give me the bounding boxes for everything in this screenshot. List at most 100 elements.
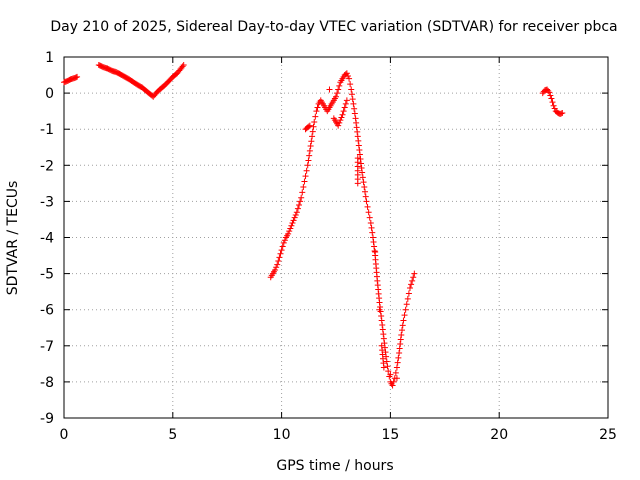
data-point — [340, 108, 347, 115]
data-point — [393, 364, 400, 371]
data-point — [179, 63, 186, 70]
data-point — [384, 363, 391, 370]
data-point — [408, 281, 415, 288]
data-point — [353, 124, 360, 131]
data-point — [312, 113, 319, 120]
data-point — [376, 299, 383, 306]
data-point — [356, 146, 363, 153]
y-tick-label: -9 — [40, 411, 54, 427]
data-point — [279, 243, 286, 250]
data-point — [405, 290, 412, 297]
data-point — [308, 138, 315, 145]
data-point — [285, 230, 292, 237]
data-point — [273, 264, 280, 271]
data-point — [381, 344, 388, 351]
data-point — [275, 257, 282, 264]
data-point — [272, 266, 279, 273]
data-point — [74, 73, 81, 80]
data-point — [311, 118, 318, 125]
data-point — [300, 183, 307, 190]
data-point — [399, 322, 406, 329]
data-point — [349, 96, 356, 103]
data-point — [305, 123, 312, 130]
data-point — [399, 327, 406, 334]
data-point — [410, 274, 417, 281]
data-point — [371, 243, 378, 250]
data-point — [377, 303, 384, 310]
data-point — [337, 117, 344, 124]
data-point — [293, 209, 300, 216]
data-point — [359, 169, 366, 176]
data-point — [276, 254, 283, 261]
data-series-segment — [61, 73, 81, 86]
data-point — [289, 220, 296, 227]
data-point — [296, 202, 303, 209]
x-tick-label: 20 — [490, 427, 508, 443]
data-point — [381, 340, 388, 347]
data-point — [402, 306, 409, 313]
data-point — [294, 205, 301, 212]
data-point — [306, 122, 313, 129]
data-point — [302, 173, 309, 180]
data-point — [336, 82, 343, 89]
data-point — [351, 105, 358, 112]
y-tick-label: -2 — [40, 158, 54, 174]
data-point — [378, 313, 385, 320]
data-point — [396, 350, 403, 357]
data-point — [354, 128, 361, 135]
data-series-segment — [267, 70, 418, 389]
data-point — [354, 180, 361, 187]
data-point — [341, 104, 348, 111]
data-point — [353, 119, 360, 126]
data-point — [380, 331, 387, 338]
data-point — [364, 203, 371, 210]
data-point — [371, 248, 378, 255]
data-point — [313, 108, 320, 115]
x-tick-label: 25 — [599, 427, 617, 443]
data-point — [378, 317, 385, 324]
data-point — [355, 142, 362, 149]
data-point — [546, 89, 553, 96]
data-point — [401, 312, 408, 319]
data-point — [299, 189, 306, 196]
data-point — [559, 109, 566, 116]
data-point — [291, 214, 298, 221]
data-point — [306, 147, 313, 154]
data-point — [351, 110, 358, 117]
data-point — [367, 220, 374, 227]
data-point — [333, 93, 339, 100]
data-point — [305, 157, 312, 164]
data-point — [545, 87, 552, 94]
data-point — [369, 229, 376, 236]
data-point — [356, 151, 363, 158]
data-point — [366, 214, 373, 221]
y-axis-label: SDTVAR / TECUs — [5, 181, 21, 296]
y-tick-label: -3 — [40, 194, 54, 210]
x-tick-label: 10 — [273, 427, 291, 443]
data-point — [376, 306, 383, 313]
data-point — [278, 247, 285, 254]
data-point — [343, 97, 350, 104]
data-point — [298, 194, 305, 201]
data-point — [379, 322, 386, 329]
data-point — [335, 86, 342, 93]
x-tick-label: 15 — [381, 427, 399, 443]
data-point — [348, 91, 355, 98]
data-point — [363, 198, 370, 205]
data-point — [355, 137, 362, 144]
data-point — [390, 378, 397, 385]
data-point — [354, 133, 361, 140]
data-series-segment — [539, 86, 566, 118]
data-point — [369, 234, 376, 241]
data-point — [346, 75, 353, 82]
data-point — [409, 277, 416, 284]
data-point — [352, 115, 359, 122]
data-point — [277, 250, 284, 257]
data-point — [358, 160, 365, 167]
data-point — [281, 237, 288, 244]
data-point — [359, 174, 366, 181]
data-point — [365, 209, 372, 216]
data-point — [309, 128, 316, 135]
data-point — [287, 225, 294, 232]
y-tick-label: -5 — [40, 267, 54, 283]
